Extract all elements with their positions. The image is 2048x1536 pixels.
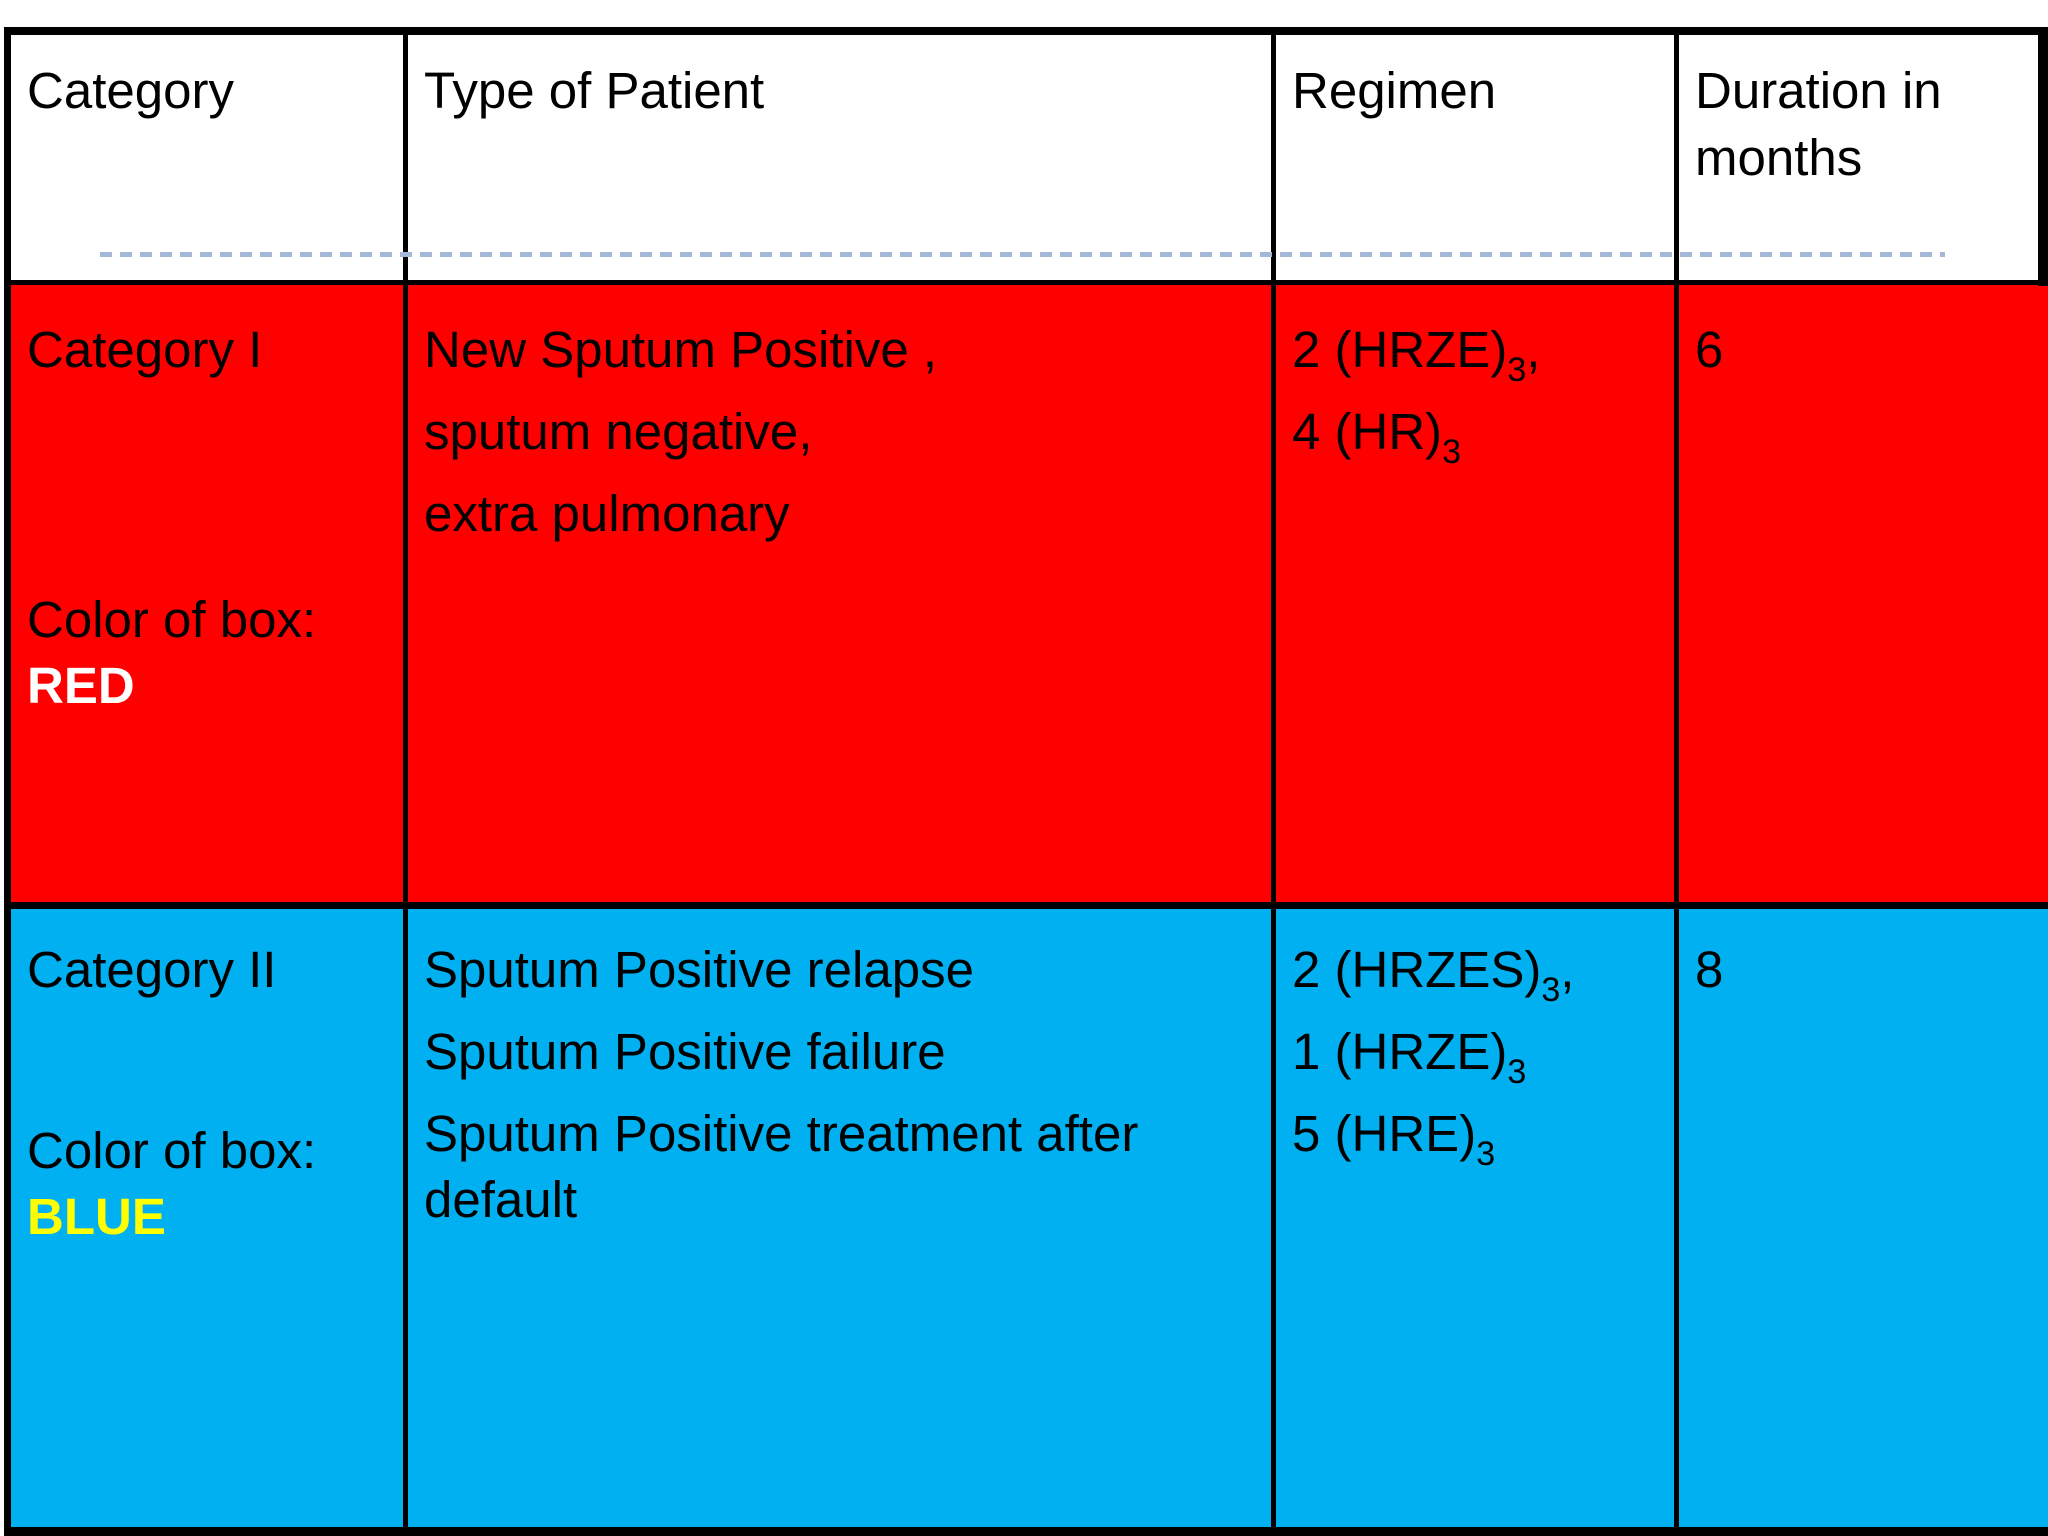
duration-value: 8 (1695, 941, 1724, 998)
header-right-border (2038, 27, 2048, 286)
cell-category-2: Category II Color of box: BLUE (11, 909, 403, 1527)
header-label-category: Category (27, 62, 234, 119)
dashed-divider (100, 252, 1945, 257)
header-label-type-of-patient: Type of Patient (424, 62, 765, 119)
patient-type-line: Sputum Positive treatment after default (424, 1105, 1139, 1228)
cell-duration-1: 6 (1674, 285, 2048, 909)
header-cell-regimen: Regimen (1271, 35, 1674, 285)
regimen-subscript: 3 (1507, 351, 1527, 389)
category-label: Category I (27, 321, 263, 378)
header-cell-type-of-patient: Type of Patient (403, 35, 1271, 285)
patient-type-line: sputum negative, (424, 403, 813, 460)
regimen-line: 5 (HRE)3 (1292, 1105, 1496, 1173)
cell-duration-2: 8 (1674, 909, 2048, 1527)
patient-type-line: Sputum Positive relapse (424, 941, 974, 998)
duration-value: 6 (1695, 321, 1724, 378)
treatment-table: Category Type of Patient Regimen Duratio… (4, 27, 2048, 1536)
regimen-line: 4 (HR)3 (1292, 403, 1462, 471)
regimen-line: 2 (HRZE)3, (1292, 321, 1541, 389)
header-label-regimen: Regimen (1292, 62, 1497, 119)
category-label: Category II (27, 941, 277, 998)
color-of-box-label: Color of box: (27, 591, 317, 648)
color-of-box-value: BLUE (27, 1188, 166, 1245)
regimen-line: 2 (HRZES)3, (1292, 941, 1575, 1009)
regimen-subscript: 3 (1476, 1135, 1496, 1173)
patient-type-line: extra pulmonary (424, 485, 790, 542)
cell-patient-types-2: Sputum Positive relapse Sputum Positive … (403, 909, 1271, 1527)
header-cell-duration: Duration in months (1674, 35, 2048, 285)
patient-type-line: Sputum Positive failure (424, 1023, 946, 1080)
regimen-subscript: 3 (1507, 1053, 1527, 1091)
header-label-duration: Duration in months (1695, 62, 1942, 186)
cell-patient-types-1: New Sputum Positive , sputum negative, e… (403, 285, 1271, 909)
cell-category-1: Category I Color of box: RED (11, 285, 403, 909)
regimen-subscript: 3 (1442, 433, 1462, 471)
cell-regimen-2: 2 (HRZES)3, 1 (HRZE)3 5 (HRE)3 (1271, 909, 1674, 1527)
header-cell-category: Category (11, 35, 403, 285)
cell-regimen-1: 2 (HRZE)3, 4 (HR)3 (1271, 285, 1674, 909)
regimen-subscript: 3 (1541, 971, 1561, 1009)
color-of-box-label: Color of box: (27, 1122, 317, 1179)
patient-type-line: New Sputum Positive , (424, 321, 938, 378)
color-of-box-value: RED (27, 657, 135, 714)
regimen-line: 1 (HRZE)3 (1292, 1023, 1527, 1091)
